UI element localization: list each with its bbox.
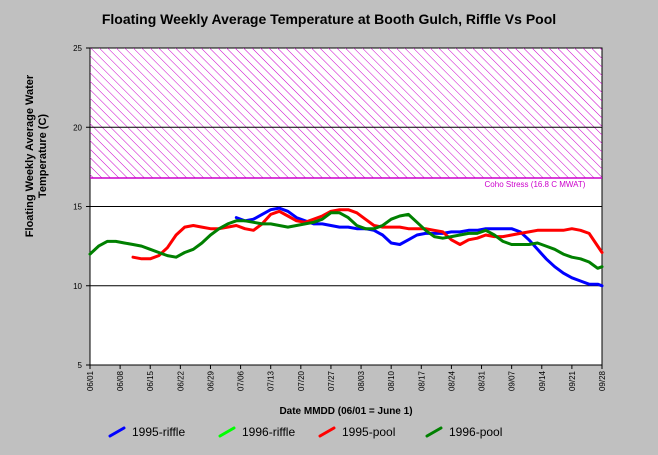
- series-line-1996-pool: [88, 211, 604, 270]
- x-tick-label-09/07: 09/07: [508, 370, 517, 391]
- legend-swatch-1995-pool: [318, 426, 336, 438]
- x-tick-label-06/15: 06/15: [146, 370, 155, 391]
- x-tick-label-08/31: 08/31: [478, 370, 487, 391]
- legend: 1995-riffle 1996-riffle 1995-pool 1996-pool: [100, 424, 620, 440]
- x-tick-label-08/24: 08/24: [447, 370, 456, 391]
- x-tick-label-07/13: 07/13: [267, 370, 276, 391]
- x-tick-label-06/29: 06/29: [206, 370, 215, 391]
- x-axis-label: Date MMDD (06/01 = June 1): [279, 406, 413, 417]
- x-tick-label-09/14: 09/14: [538, 370, 547, 391]
- coho-stress-band: [90, 48, 602, 178]
- x-tick-label-08/10: 08/10: [387, 370, 396, 391]
- x-tick-label-07/20: 07/20: [297, 370, 306, 391]
- legend-label-1995-riffle: 1995-riffle: [132, 425, 186, 439]
- x-tick-label-07/27: 07/27: [327, 370, 336, 391]
- legend-label-1996-riffle: 1996-riffle: [242, 425, 296, 439]
- x-tick-label-08/03: 08/03: [357, 370, 366, 391]
- x-tick-label-09/21: 09/21: [568, 370, 577, 391]
- series-line-1995-pool: [131, 208, 604, 261]
- y-tick-label-5: 5: [78, 361, 83, 370]
- x-tick-label-07/06: 07/06: [237, 370, 246, 391]
- threshold-label: Coho Stress (16.8 C MWAT): [485, 180, 586, 189]
- legend-label-1995-pool: 1995-pool: [342, 425, 396, 439]
- y-tick-label-15: 15: [73, 203, 82, 212]
- x-tick-label-06/08: 06/08: [116, 370, 125, 391]
- x-tick-label-06/01: 06/01: [86, 370, 95, 391]
- x-tick-label-08/17: 08/17: [417, 370, 426, 391]
- x-tick-label-09/28: 09/28: [598, 370, 607, 391]
- chart-title: Floating Weekly Average Temperature at B…: [101, 11, 557, 27]
- legend-swatch-1995-riffle: [108, 426, 126, 438]
- y-tick-label-20: 20: [73, 123, 82, 132]
- legend-swatch-1996-pool: [425, 426, 443, 438]
- legend-label-1996-pool: 1996-pool: [449, 425, 503, 439]
- y-tick-label-10: 10: [73, 282, 82, 291]
- x-tick-label-06/22: 06/22: [176, 370, 185, 391]
- series-line-1995-riffle: [234, 206, 604, 288]
- legend-swatch-1996-riffle: [218, 426, 236, 438]
- y-tick-label-25: 25: [73, 44, 82, 53]
